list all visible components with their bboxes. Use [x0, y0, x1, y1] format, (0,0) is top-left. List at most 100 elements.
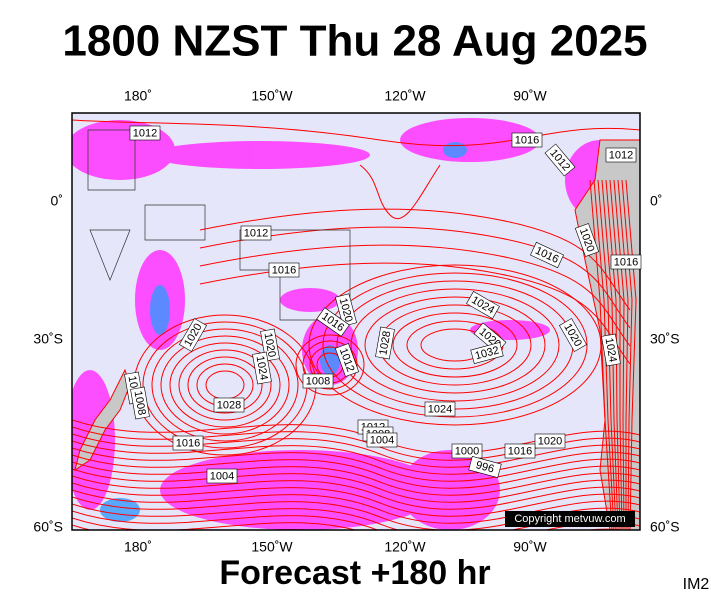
isobar: [187, 356, 263, 414]
isobar-label: 1004: [366, 432, 398, 448]
isobar-label-bg: [240, 225, 272, 241]
isobar: [613, 179, 625, 530]
isobar-label-text: 1016: [508, 445, 532, 457]
isobar: [621, 179, 633, 530]
isobar: [178, 349, 272, 421]
isobar-label-bg: [366, 432, 398, 448]
isobar: [302, 340, 358, 390]
isobar-label-bg: [451, 443, 483, 459]
isobar: [72, 440, 640, 475]
isobar: [350, 288, 560, 402]
isobar-label-text: 1012: [609, 149, 633, 161]
isobar: [72, 489, 640, 524]
longitude-label: 90˚W: [513, 539, 547, 555]
isobar-label-bg: [213, 397, 245, 413]
isobar-label-bg: [601, 333, 621, 367]
heavy-precip: [100, 142, 467, 522]
isobar-label-text: 1016: [614, 256, 638, 268]
isobar-label: 1024: [601, 333, 621, 367]
isobar-label: 1028: [213, 397, 245, 413]
isobar-label-bg: [530, 241, 564, 269]
isobar-label-bg: [316, 307, 350, 337]
isobar-label-bg: [544, 143, 576, 177]
isobar-label: 1024: [424, 401, 456, 417]
isobar-label-bg: [172, 435, 204, 451]
isobar-label-bg: [466, 291, 500, 319]
isobar-label: 1004: [206, 468, 238, 484]
longitude-label: 180˚: [124, 539, 152, 555]
latitude-label: 60˚S: [650, 519, 680, 535]
isobar: [617, 179, 629, 530]
isobar-label-bg: [252, 351, 272, 385]
isobar-label: 1012: [129, 125, 161, 141]
isobar: [199, 244, 631, 347]
isobar-label-bg: [268, 262, 300, 278]
latitude-label: 0˚: [650, 193, 662, 209]
isobar-label-bg: [206, 468, 238, 484]
latitude-label: 30˚S: [33, 331, 63, 347]
isobar-label: 1016: [511, 132, 543, 148]
isobar-label-text: 1024: [603, 337, 619, 363]
isobar-label: 1016: [268, 262, 300, 278]
isobar: [151, 328, 299, 442]
isobar: [295, 334, 365, 396]
isobar-label-bg: [504, 443, 536, 459]
isobar-label-text: 1024: [254, 355, 270, 381]
isobar-label: 1024: [252, 351, 272, 385]
longitude-label: 150˚W: [251, 539, 293, 555]
isobar-label-text: 1016: [176, 437, 200, 449]
isobar-label: 1008: [130, 386, 150, 420]
isobar-label: 1012: [240, 225, 272, 241]
isobar-label-text: 1004: [370, 434, 394, 446]
latitude-label: 30˚S: [650, 331, 680, 347]
isobar: [364, 296, 546, 394]
isobar-label: 996: [468, 455, 502, 479]
isobar-label-text: 1000: [455, 445, 479, 457]
forecast-label: Forecast +180 hr: [219, 554, 490, 592]
map-frame: [71, 112, 641, 531]
latitude-label: 0˚: [51, 193, 63, 209]
isobar-label-text: 996: [474, 459, 495, 475]
isobar-label-bg: [302, 373, 334, 389]
longitude-label: 180˚: [124, 88, 152, 104]
isobar: [72, 468, 640, 503]
isobar-label-bg: [334, 343, 360, 377]
isobar-label-text: 1020: [262, 332, 278, 358]
isobar: [322, 272, 588, 418]
isobar: [308, 264, 602, 426]
isobar-label-text: 1016: [515, 134, 539, 146]
copyright: Copyright metvuw.com: [514, 513, 625, 525]
isobar-label-bg: [559, 318, 587, 352]
isobar-label: 1028: [375, 326, 395, 360]
longitude-label: 90˚W: [513, 88, 547, 104]
isobar-label: 1000: [451, 443, 483, 459]
isobar-label-bg: [511, 132, 543, 148]
isobar-label: 1016: [504, 443, 536, 459]
axis-labels: 180˚ 180˚ 150˚W 150˚W 120˚W 120˚W 90˚W 90˚W 0˚ 0˚…: [33, 88, 679, 555]
isobar-label-text: 1008: [306, 375, 330, 387]
isobar: [72, 447, 640, 482]
isobar-label-bg: [610, 254, 642, 270]
image-id: IM2: [683, 576, 710, 593]
isobar-label-text: 1028: [217, 399, 241, 411]
copyright-box: [505, 511, 635, 527]
isobar: [589, 179, 613, 530]
isobar-label-bg: [424, 401, 456, 417]
isobar: [72, 119, 640, 147]
isobar-label: 1012: [605, 147, 637, 163]
isobar-label-bg: [574, 223, 600, 257]
isobar-label-text: 1008: [132, 390, 148, 416]
isobar-label-text: 1016: [272, 264, 296, 276]
isobar-label-text: 1024: [428, 403, 452, 415]
isobar-label-bg: [129, 125, 161, 141]
title: 1800 NZST Thu 28 Aug 2025: [62, 17, 647, 66]
latitude-label: 60˚S: [33, 519, 63, 535]
map-area: [72, 113, 640, 530]
isobar-label: 1016: [610, 254, 642, 270]
isobar-label: 1020: [334, 293, 358, 327]
isobar-label-text: 1004: [210, 470, 234, 482]
isobar: [199, 208, 631, 311]
isobar: [72, 482, 640, 517]
